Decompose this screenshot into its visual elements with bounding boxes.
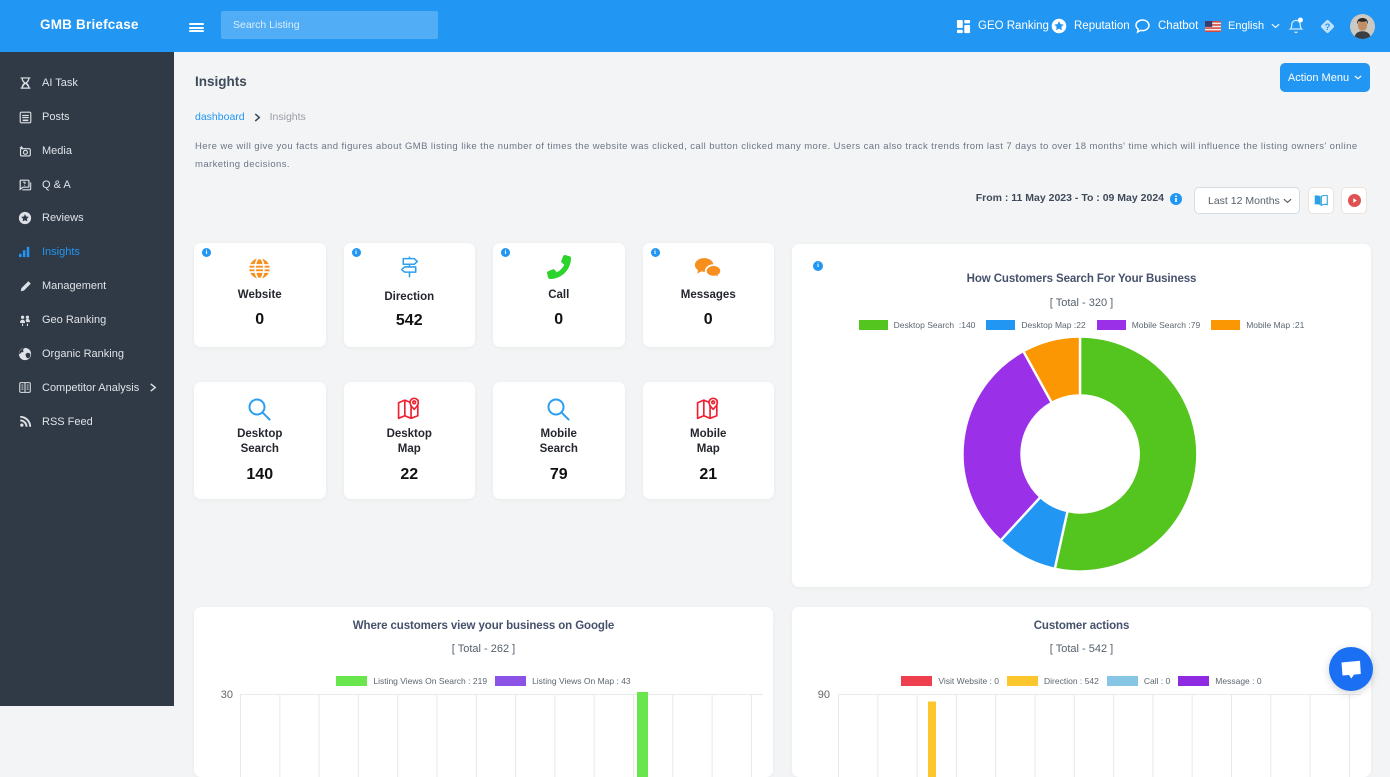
svg-text:30: 30 [221,689,233,701]
svg-text:?: ? [1325,21,1331,32]
svg-text:90: 90 [818,689,830,701]
